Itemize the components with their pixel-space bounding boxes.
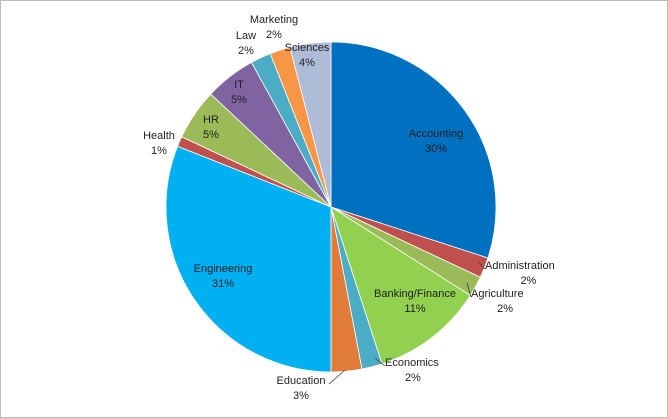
slice-label-banking-finance: Banking/Finance bbox=[374, 288, 456, 300]
slice-value-banking-finance: 11% bbox=[404, 303, 425, 315]
slice-value-hr: 5% bbox=[203, 129, 219, 141]
slice-value-engineering: 31% bbox=[212, 278, 234, 290]
slice-label-it: IT bbox=[234, 79, 244, 91]
pie-slice-engineering bbox=[165, 145, 332, 373]
slice-value-health: 1% bbox=[151, 145, 167, 157]
slice-value-marketing: 2% bbox=[266, 29, 282, 41]
pie-slice-banking-finance bbox=[330, 206, 471, 365]
slice-label-economics: Economics bbox=[385, 357, 439, 369]
pie-slice-sciences bbox=[289, 41, 332, 208]
slice-value-it: 5% bbox=[231, 94, 247, 106]
slice-value-agriculture: 2% bbox=[497, 303, 513, 315]
slice-label-law: Law bbox=[236, 30, 256, 42]
slice-label-hr: HR bbox=[203, 114, 219, 126]
slice-label-health: Health bbox=[143, 130, 175, 142]
leader-line-administration bbox=[478, 262, 486, 270]
slice-label-marketing: Marketing bbox=[250, 14, 298, 26]
slice-label-education: Education bbox=[277, 375, 326, 387]
leader-line-agriculture bbox=[466, 282, 472, 298]
slice-label-agriculture: Agriculture bbox=[471, 288, 524, 300]
slice-label-engineering: Engineering bbox=[194, 263, 253, 275]
slice-value-accounting: 30% bbox=[425, 143, 447, 155]
leader-line-education bbox=[328, 369, 346, 385]
slice-label-administration: Administration bbox=[485, 260, 555, 272]
slice-value-administration: 2% bbox=[520, 275, 536, 287]
slice-label-sciences: Sciences bbox=[285, 42, 330, 54]
pie-slice-accounting bbox=[330, 41, 497, 259]
slice-value-education: 3% bbox=[293, 390, 309, 402]
slice-value-economics: 2% bbox=[405, 372, 421, 384]
slice-label-accounting: Accounting bbox=[409, 128, 463, 140]
slice-value-sciences: 4% bbox=[299, 57, 315, 69]
leader-line-economics bbox=[374, 357, 386, 367]
slice-value-law: 2% bbox=[238, 45, 254, 57]
